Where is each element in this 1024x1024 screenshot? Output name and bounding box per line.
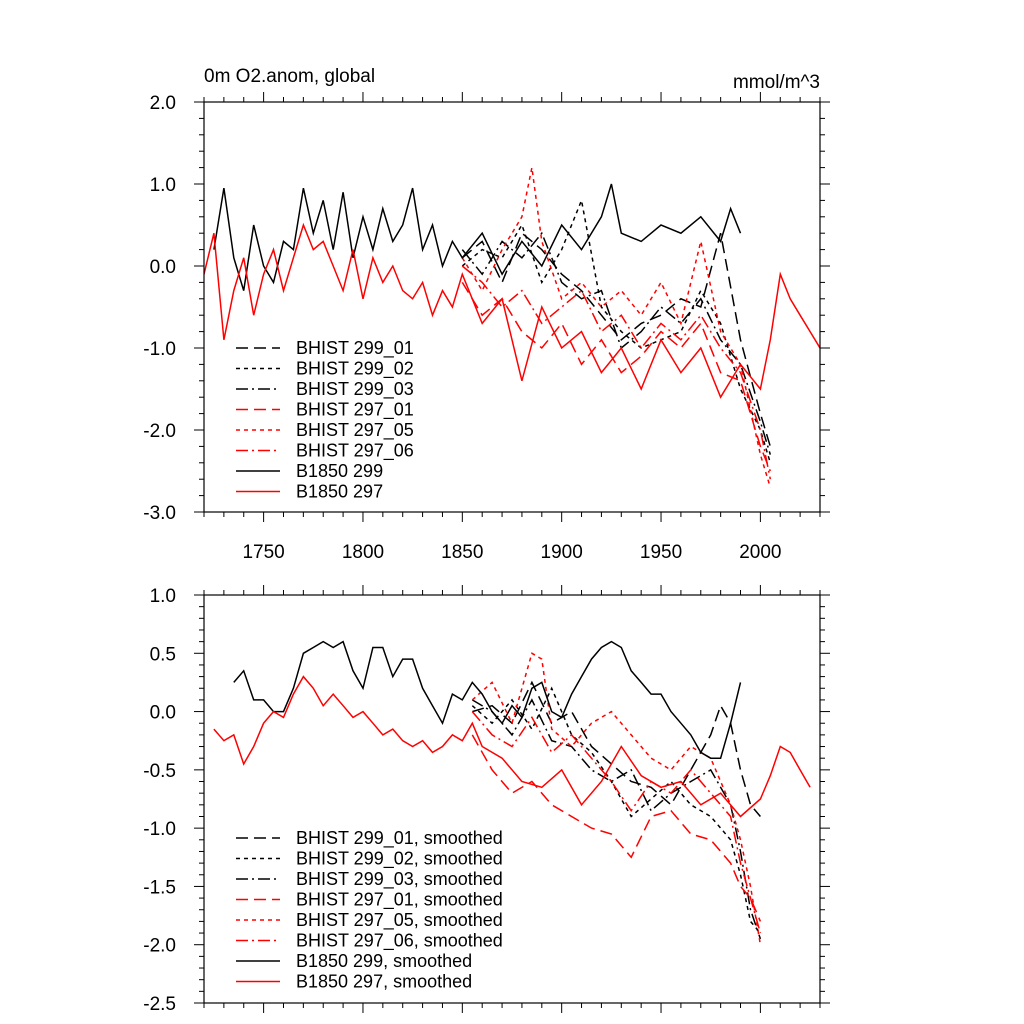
series-group: [213, 640, 811, 945]
series-line-3: [471, 734, 762, 922]
x-tick-label: 1850: [441, 542, 483, 563]
series-line-1: [471, 686, 761, 934]
legend-label: BHIST 299_01: [296, 338, 414, 359]
y-tick-label: -3.0: [143, 503, 176, 524]
series-line-2: [461, 231, 772, 455]
series-group: [204, 167, 820, 488]
legend-label: BHIST 297_06: [296, 441, 414, 462]
x-tick-label: 1900: [541, 542, 583, 563]
x-tick-label: 1750: [242, 542, 284, 563]
legend-label: B1850 297: [296, 482, 383, 502]
legend-label: BHIST 297_05, smoothed: [296, 910, 503, 931]
series-line-0: [472, 680, 761, 817]
series-line-6: [233, 640, 742, 759]
legend-label: BHIST 299_02: [296, 359, 414, 380]
y-tick-label: -2.0: [143, 421, 176, 442]
series-line-7: [204, 222, 820, 399]
units-label: mmol/m^3: [733, 72, 820, 93]
legend-label: BHIST 299_03: [296, 379, 414, 400]
legend-label: BHIST 299_02, smoothed: [296, 849, 503, 870]
series-line-3: [461, 282, 771, 472]
x-tick-label: 2000: [739, 542, 781, 563]
y-tick-label: 1.0: [150, 175, 176, 196]
legend-label: B1850 299: [296, 461, 383, 481]
plot-frame: [203, 101, 821, 513]
y-tick-label: 0.0: [150, 703, 176, 724]
legend-label: BHIST 297_01, smoothed: [296, 890, 503, 911]
series-line-0: [461, 231, 772, 447]
y-tick-label: 1.0: [150, 586, 176, 607]
legend-label: B1850 299, smoothed: [296, 951, 472, 971]
legend-label: BHIST 299_03, smoothed: [296, 869, 503, 890]
x-tick-label: 1950: [640, 542, 682, 563]
y-tick-label: -1.5: [143, 877, 176, 898]
top-panel: 1750 1800 1850 1900 1950 2000 2.0 1.0 0.0 -1.0 -2.…: [143, 66, 830, 563]
y-tick-label: -0.5: [143, 761, 176, 782]
y-tick-label: -2.0: [143, 936, 176, 957]
y-tick-label: 0.5: [150, 644, 176, 665]
series-line-1: [461, 197, 772, 464]
legend-label: BHIST 297_05: [296, 420, 414, 441]
legend-label: B1850 297, smoothed: [296, 972, 472, 992]
chart-title: 0m O2.anom, global: [204, 66, 375, 87]
series-line-4: [461, 167, 772, 488]
series-line-5: [471, 711, 762, 934]
series-line-6: [213, 183, 742, 291]
bottom-panel: 1.0 0.5 0.0 -0.5 -1.0 -1.5 -2.0 -2.5 BHIST 299_0…: [143, 585, 830, 1015]
y-tick-label: -1.0: [143, 819, 176, 840]
series-line-7: [213, 675, 811, 818]
series-line-5: [461, 265, 772, 480]
legend-label: BHIST 297_01: [296, 400, 414, 421]
y-tick-label: 0.0: [150, 257, 176, 278]
series-line-4: [471, 652, 762, 945]
legend-label: BHIST 297_06, smoothed: [296, 931, 503, 952]
legend-label: BHIST 299_01, smoothed: [296, 828, 503, 849]
x-tick-label: 1800: [342, 542, 384, 563]
y-tick-label: 2.0: [150, 93, 176, 114]
y-tick-label: -1.0: [143, 339, 176, 360]
plot-frame: [203, 594, 821, 1004]
series-line-2: [471, 698, 762, 940]
y-tick-label: -2.5: [143, 994, 176, 1015]
